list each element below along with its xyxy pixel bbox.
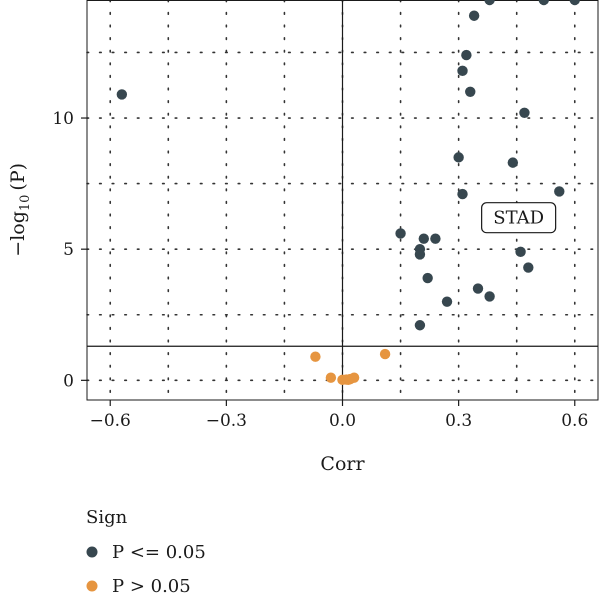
point-significant bbox=[430, 233, 441, 244]
point-significant bbox=[484, 0, 495, 6]
point-significant bbox=[519, 107, 530, 118]
point-significant bbox=[569, 0, 580, 6]
x-tick-label: 0.0 bbox=[329, 411, 356, 431]
point-significant bbox=[457, 188, 468, 200]
point-significant bbox=[515, 246, 526, 258]
annotation-box bbox=[481, 202, 557, 234]
x-tick-label: −0.3 bbox=[206, 411, 247, 431]
legend-marker bbox=[86, 580, 98, 592]
y-axis-title-subscript: 10 bbox=[18, 195, 33, 212]
point-nonsignificant bbox=[379, 348, 391, 360]
point-significant bbox=[472, 283, 484, 294]
annotation-label: STAD bbox=[493, 208, 544, 229]
y-axis-title-main: −log bbox=[7, 211, 29, 257]
y-axis-title: −log10 (P) bbox=[7, 163, 33, 257]
point-significant bbox=[523, 262, 534, 273]
point-significant bbox=[395, 228, 406, 239]
point-significant bbox=[554, 186, 565, 197]
point-significant bbox=[465, 86, 476, 98]
point-significant bbox=[461, 49, 472, 61]
point-significant bbox=[538, 0, 550, 6]
point-significant bbox=[457, 65, 468, 77]
legend: Sign P <= 0.05 P > 0.05 bbox=[86, 507, 206, 597]
point-significant bbox=[484, 291, 495, 302]
point-significant bbox=[116, 89, 128, 100]
point-significant bbox=[418, 233, 429, 244]
legend-label: P <= 0.05 bbox=[112, 542, 206, 563]
x-axis-title: Corr bbox=[320, 453, 365, 475]
x-tick-label: 0.3 bbox=[445, 411, 472, 431]
legend-title: Sign bbox=[86, 507, 128, 528]
points-layer bbox=[116, 0, 580, 386]
x-tick-label: −0.6 bbox=[90, 411, 131, 431]
point-significant bbox=[468, 10, 480, 21]
point-significant bbox=[453, 152, 464, 163]
x-tick-label: 0.6 bbox=[561, 411, 588, 431]
point-nonsignificant bbox=[310, 351, 321, 362]
point-significant bbox=[414, 249, 426, 260]
point-nonsignificant bbox=[325, 372, 337, 383]
y-tick-label: 5 bbox=[63, 240, 74, 260]
legend-label: P > 0.05 bbox=[112, 576, 191, 597]
legend-marker bbox=[86, 546, 98, 558]
ticks-layer: −0.6 −0.3 0.0 0.3 0.6 0 5 10 bbox=[52, 109, 588, 431]
annotation-layer: STAD bbox=[481, 202, 557, 234]
point-significant bbox=[422, 272, 433, 284]
y-axis-title-tail: (P) bbox=[7, 163, 29, 191]
y-tick-label: 10 bbox=[52, 109, 74, 129]
point-significant bbox=[507, 157, 519, 168]
reference-lines bbox=[87, 0, 598, 400]
y-tick-label: 0 bbox=[63, 371, 74, 391]
point-significant bbox=[441, 296, 453, 307]
point-nonsignificant bbox=[343, 374, 354, 386]
point-significant bbox=[414, 320, 426, 331]
